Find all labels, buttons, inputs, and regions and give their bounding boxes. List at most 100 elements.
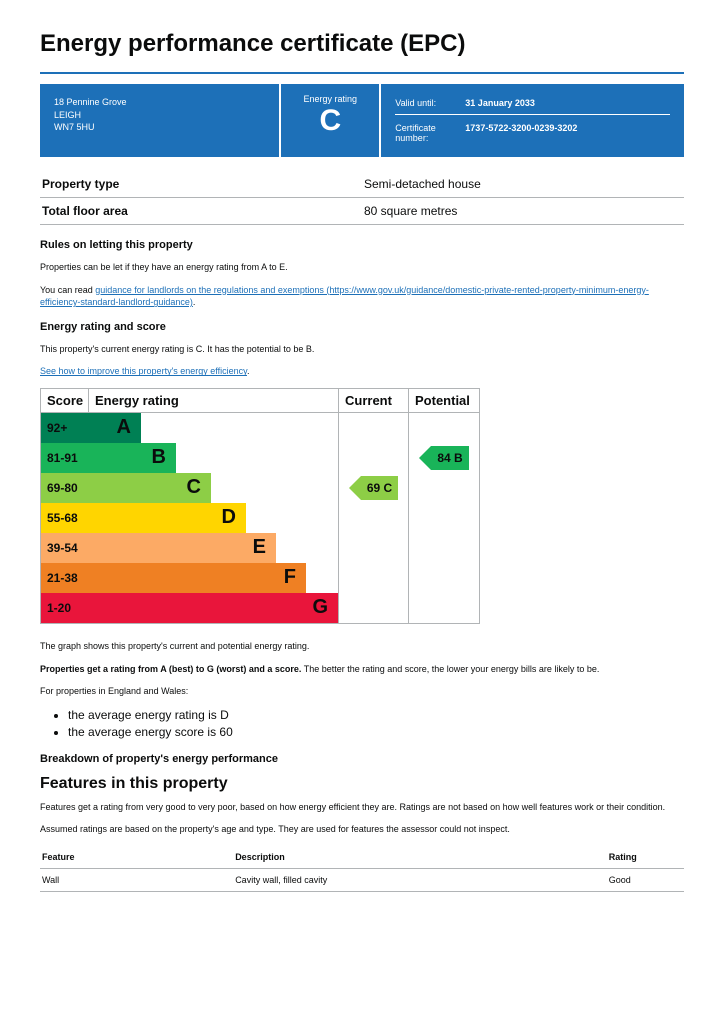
current-cell: 69 C bbox=[339, 473, 409, 503]
rules-pre: You can read bbox=[40, 285, 95, 295]
address-postcode: WN7 5HU bbox=[54, 121, 265, 134]
band-letter: F bbox=[284, 566, 296, 589]
col-potential: Potential bbox=[409, 389, 479, 413]
rules-post: . bbox=[193, 297, 196, 307]
list-item: the average energy rating is D bbox=[68, 708, 684, 722]
summary-header: 18 Pennine Grove LEIGH WN7 5HU Energy ra… bbox=[40, 84, 684, 157]
col-current: Current bbox=[339, 389, 409, 413]
features-p1: Features get a rating from very good to … bbox=[40, 801, 684, 814]
band-letter: A bbox=[117, 416, 131, 439]
chart-row-G: 1-20 G bbox=[41, 593, 479, 623]
rating-bar-G: 1-20 G bbox=[41, 593, 338, 623]
band-range: 1-20 bbox=[41, 601, 89, 615]
current-cell bbox=[339, 443, 409, 473]
feature-name: Wall bbox=[40, 868, 233, 891]
current-cell bbox=[339, 563, 409, 593]
band-letter: D bbox=[222, 506, 236, 529]
chart-row-C: 69-80 C 69 C bbox=[41, 473, 479, 503]
features-heading: Features in this property bbox=[40, 775, 684, 793]
band-range: 81-91 bbox=[41, 451, 89, 465]
rating-value: C bbox=[293, 104, 367, 137]
property-table: Property type Semi-detached house Total … bbox=[40, 171, 684, 225]
rating-arrow-B: 84 B bbox=[419, 446, 468, 470]
band-range: 92+ bbox=[41, 421, 89, 435]
avg-intro: For properties in England and Wales: bbox=[40, 685, 684, 698]
prop-val: 80 square metres bbox=[362, 198, 684, 225]
cert-label: Certificate number: bbox=[395, 123, 465, 143]
table-row: Property type Semi-detached house bbox=[40, 171, 684, 198]
chart-row-D: 55-68 D bbox=[41, 503, 479, 533]
title-rule bbox=[40, 72, 684, 74]
chart-row-B: 81-91 B 84 B bbox=[41, 443, 479, 473]
chart-row-F: 21-38 F bbox=[41, 563, 479, 593]
band-range: 69-80 bbox=[41, 481, 89, 495]
feature-rating: Good bbox=[607, 868, 684, 891]
prop-key: Total floor area bbox=[40, 198, 362, 225]
col-description: Description bbox=[233, 846, 607, 869]
col-score: Score bbox=[41, 389, 89, 413]
potential-cell bbox=[409, 533, 479, 563]
band-letter: C bbox=[187, 476, 201, 499]
score-heading: Energy rating and score bbox=[40, 321, 684, 333]
table-row: Total floor area 80 square metres bbox=[40, 198, 684, 225]
current-cell bbox=[339, 503, 409, 533]
energy-chart: Score Energy rating Current Potential 92… bbox=[40, 388, 480, 624]
address-line2: LEIGH bbox=[54, 109, 265, 122]
current-cell bbox=[339, 533, 409, 563]
page-title: Energy performance certificate (EPC) bbox=[40, 30, 684, 58]
chart-explain: Properties get a rating from A (best) to… bbox=[40, 663, 684, 676]
chart-caption: The graph shows this property's current … bbox=[40, 640, 684, 653]
avg-list: the average energy rating is D the avera… bbox=[40, 708, 684, 739]
prop-key: Property type bbox=[40, 171, 362, 198]
cert-value: 1737-5722-3200-0239-3202 bbox=[465, 123, 577, 143]
chart-explain-rest: The better the rating and score, the low… bbox=[301, 664, 599, 674]
valid-value: 31 January 2033 bbox=[465, 98, 535, 108]
features-table: Feature Description Rating Wall Cavity w… bbox=[40, 846, 684, 892]
potential-cell: 84 B bbox=[409, 443, 479, 473]
potential-cell bbox=[409, 563, 479, 593]
valid-label: Valid until: bbox=[395, 98, 465, 108]
table-row: Wall Cavity wall, filled cavity Good bbox=[40, 868, 684, 891]
col-rating: Rating bbox=[607, 846, 684, 869]
chart-row-E: 39-54 E bbox=[41, 533, 479, 563]
rules-link-para: You can read guidance for landlords on t… bbox=[40, 284, 684, 309]
features-p2: Assumed ratings are based on the propert… bbox=[40, 823, 684, 836]
rating-label: Energy rating bbox=[293, 94, 367, 104]
band-range: 39-54 bbox=[41, 541, 89, 555]
chart-explain-bold: Properties get a rating from A (best) to… bbox=[40, 664, 301, 674]
improve-link[interactable]: See how to improve this property's energ… bbox=[40, 366, 247, 376]
current-cell bbox=[339, 413, 409, 443]
rules-text: Properties can be let if they have an en… bbox=[40, 261, 684, 274]
col-feature: Feature bbox=[40, 846, 233, 869]
chart-row-A: 92+ A bbox=[41, 413, 479, 443]
band-letter: E bbox=[253, 536, 266, 559]
rating-bar-E: 39-54 E bbox=[41, 533, 276, 563]
rating-block: Energy rating C bbox=[281, 84, 381, 157]
potential-cell bbox=[409, 473, 479, 503]
rules-heading: Rules on letting this property bbox=[40, 239, 684, 251]
col-rating: Energy rating bbox=[89, 389, 339, 413]
band-letter: B bbox=[152, 446, 166, 469]
table-header-row: Feature Description Rating bbox=[40, 846, 684, 869]
address-line1: 18 Pennine Grove bbox=[54, 96, 265, 109]
current-cell bbox=[339, 593, 409, 623]
rating-bar-D: 55-68 D bbox=[41, 503, 246, 533]
potential-cell bbox=[409, 413, 479, 443]
rating-bar-B: 81-91 B bbox=[41, 443, 176, 473]
band-range: 55-68 bbox=[41, 511, 89, 525]
prop-val: Semi-detached house bbox=[362, 171, 684, 198]
rating-bar-F: 21-38 F bbox=[41, 563, 306, 593]
breakdown-heading: Breakdown of property's energy performan… bbox=[40, 753, 684, 765]
list-item: the average energy score is 60 bbox=[68, 725, 684, 739]
rating-bar-C: 69-80 C bbox=[41, 473, 211, 503]
address-block: 18 Pennine Grove LEIGH WN7 5HU bbox=[40, 84, 281, 157]
band-letter: G bbox=[312, 596, 328, 619]
band-range: 21-38 bbox=[41, 571, 89, 585]
potential-cell bbox=[409, 503, 479, 533]
feature-desc: Cavity wall, filled cavity bbox=[233, 868, 607, 891]
score-text: This property's current energy rating is… bbox=[40, 343, 684, 356]
potential-cell bbox=[409, 593, 479, 623]
landlord-guidance-link[interactable]: guidance for landlords on the regulation… bbox=[40, 285, 649, 308]
rating-arrow-C: 69 C bbox=[349, 476, 398, 500]
rating-bar-A: 92+ A bbox=[41, 413, 141, 443]
